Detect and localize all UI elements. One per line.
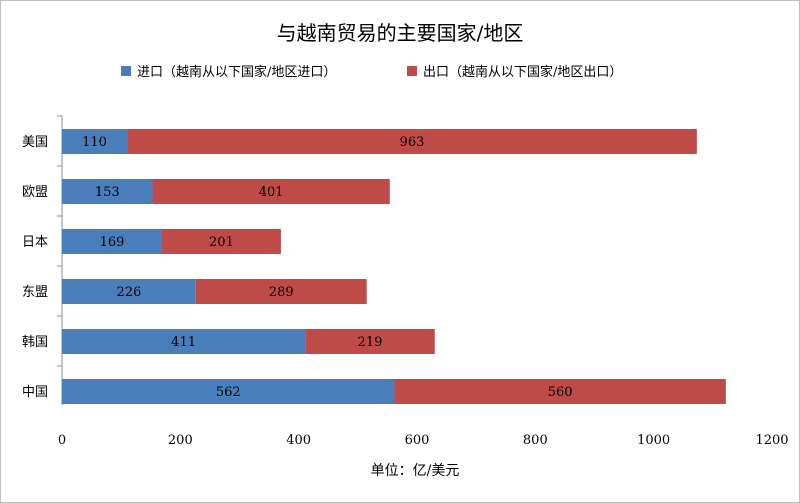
data-label-export: 401	[259, 185, 284, 200]
legend-swatch-export	[407, 66, 417, 76]
bar-export	[394, 379, 726, 404]
data-label-export: 289	[269, 285, 294, 300]
chart-title: 与越南贸易的主要国家/地区	[277, 21, 524, 45]
x-tick-label: 400	[286, 433, 311, 448]
data-label-import: 411	[171, 335, 196, 350]
bar-import	[62, 179, 153, 204]
data-label-export: 201	[209, 235, 234, 250]
data-label-export: 963	[400, 135, 425, 150]
x-tick-label: 0	[58, 433, 66, 448]
x-tick-label: 200	[168, 433, 193, 448]
data-label-import: 153	[95, 185, 120, 200]
category-label: 欧盟	[22, 185, 48, 200]
bar-import	[62, 129, 128, 154]
bar-export	[127, 129, 697, 154]
x-tick-label: 1200	[755, 433, 788, 448]
legend: 进口（越南从以下国家/地区进口） 出口（越南从以下国家/地区出口）	[121, 64, 622, 80]
category-label: 中国	[22, 385, 48, 400]
x-tick-label: 600	[405, 433, 430, 448]
category-label: 日本	[22, 235, 48, 250]
category-label: 东盟	[22, 285, 48, 300]
legend-label-export: 出口（越南从以下国家/地区出口）	[423, 64, 622, 80]
data-label-import: 110	[82, 135, 107, 150]
x-axis-title: 单位：亿/美元	[371, 463, 460, 479]
data-label-import: 169	[100, 235, 125, 250]
bar-export	[195, 279, 367, 304]
x-tick-label: 800	[523, 433, 548, 448]
data-label-import: 226	[116, 285, 141, 300]
bar-import	[62, 229, 162, 254]
bar-import	[62, 279, 196, 304]
legend-label-import: 进口（越南从以下国家/地区进口）	[137, 64, 336, 80]
bar-import	[62, 379, 395, 404]
bar-export	[161, 229, 281, 254]
data-label-export: 560	[548, 385, 573, 400]
bar-import	[62, 329, 306, 354]
plot-area: 美国 110 963 欧盟 153 401 日本 169 201 东盟 226 289 韩国 411 219…	[22, 115, 789, 448]
data-label-export: 219	[358, 335, 383, 350]
bar-export	[152, 179, 390, 204]
legend-swatch-import	[121, 66, 131, 76]
category-label: 美国	[22, 135, 48, 150]
x-tick-label: 1000	[637, 433, 670, 448]
category-label: 韩国	[22, 335, 48, 350]
bar-export	[305, 329, 435, 354]
data-label-import: 562	[216, 385, 241, 400]
